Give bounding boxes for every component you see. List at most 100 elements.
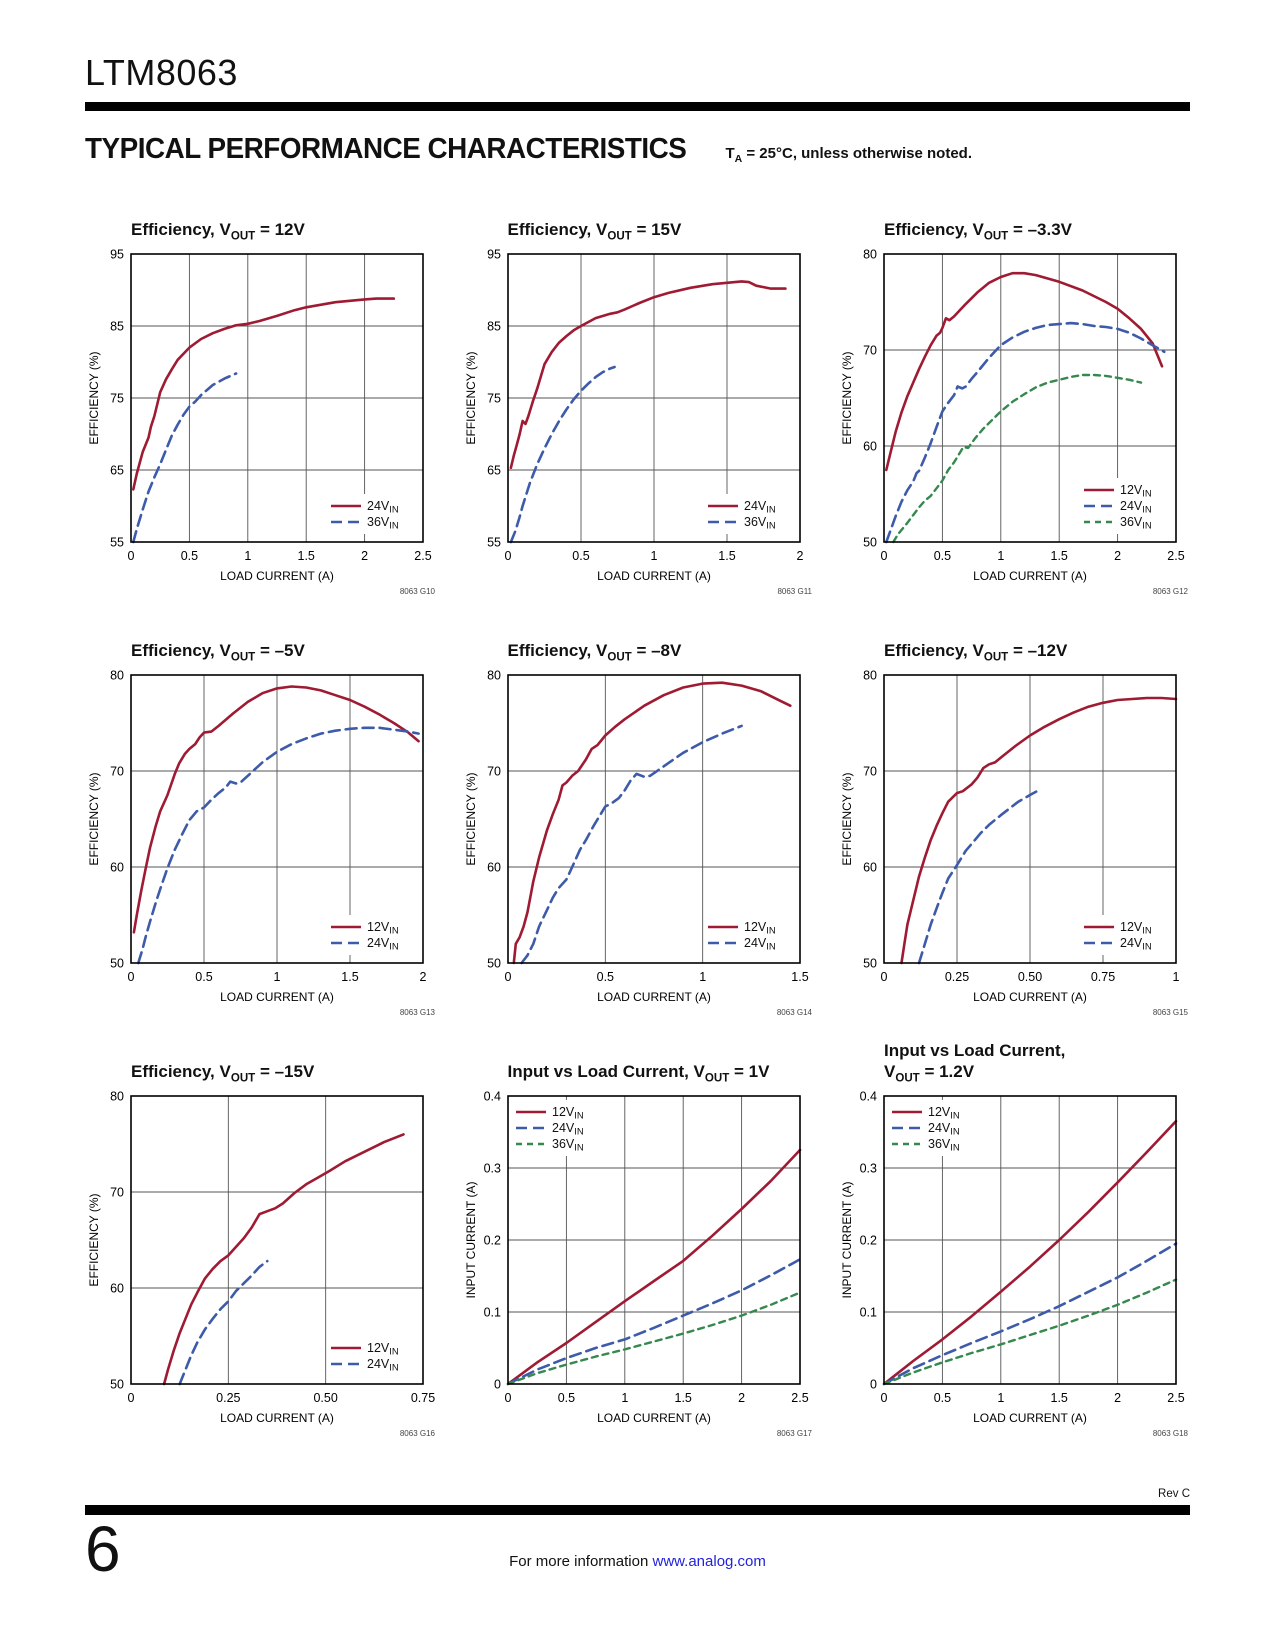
series-12VIN: [882, 1119, 1178, 1386]
graph-code: 8063 G15: [1153, 1008, 1189, 1017]
graph-code: 8063 G12: [1153, 587, 1189, 596]
ytick-label: 70: [110, 765, 124, 779]
xtick-label: 1.5: [341, 970, 358, 984]
plot-border: [130, 253, 424, 543]
series-36VIN: [506, 1291, 801, 1386]
xtick-label: 0.75: [1091, 970, 1115, 984]
analog-link[interactable]: www.analog.com: [652, 1553, 766, 1570]
xtick-label: 1.5: [1051, 549, 1068, 563]
chart-title-g10: Efficiency, VOUT = 12V: [131, 220, 305, 243]
xtick-label: 0: [504, 549, 511, 563]
graph-code: 8063 G13: [400, 1008, 436, 1017]
rev-label: Rev C: [1158, 1488, 1190, 1500]
xtick-label: 1: [650, 549, 657, 563]
series-24VIN: [917, 788, 1041, 965]
series-24VIN: [885, 321, 1166, 544]
footer-info-text: For more information: [509, 1553, 649, 1570]
x-axis-label: LOAD CURRENT (A): [597, 569, 711, 583]
plot-border: [506, 253, 801, 543]
xtick-label: 0.50: [313, 1391, 337, 1405]
series-36VIN: [882, 1278, 1178, 1386]
xtick-label: 0.5: [181, 549, 198, 563]
ytick-label: 0.1: [483, 1306, 500, 1320]
xtick-label: 2.5: [1167, 1391, 1184, 1405]
graph-code: 8063 G17: [776, 1429, 812, 1438]
charts-grid: Efficiency, VOUT = 12V 24VIN 36VIN 55 65 75 85…: [85, 196, 1190, 1449]
xtick-label: 0: [128, 1391, 135, 1405]
series-36VIN: [509, 365, 616, 544]
ytick-label: 65: [487, 464, 501, 478]
xtick-label: 0.5: [934, 1391, 951, 1405]
x-axis-label: LOAD CURRENT (A): [973, 990, 1087, 1004]
x-axis-label: LOAD CURRENT (A): [973, 569, 1087, 583]
xtick-label: 2: [796, 549, 803, 563]
plot-border: [506, 674, 801, 964]
chart-g15: Efficiency, VOUT = –12V 12VIN 24VIN 50 60 70 8…: [838, 617, 1190, 1028]
footer-rule: [85, 1505, 1190, 1515]
y-axis-label: EFFICIENCY (%): [87, 772, 101, 865]
plot-border: [883, 674, 1177, 964]
xtick-label: 2.5: [1167, 549, 1184, 563]
y-axis-label: INPUT CURRENT (A): [840, 1182, 854, 1299]
xtick-label: 1.5: [718, 549, 735, 563]
ytick-label: 85: [110, 320, 124, 334]
xtick-label: 1.5: [298, 549, 315, 563]
xtick-label: 1: [1173, 970, 1180, 984]
series-24VIN: [519, 724, 743, 965]
ytick-label: 0.1: [860, 1306, 877, 1320]
y-axis-label: EFFICIENCY (%): [87, 351, 101, 444]
y-axis-label: EFFICIENCY (%): [464, 772, 478, 865]
xtick-label: 0: [128, 549, 135, 563]
xtick-label: 1: [997, 1391, 1004, 1405]
ytick-label: 60: [863, 861, 877, 875]
chart-g13: Efficiency, VOUT = –5V 12VIN 24VIN 50 60 70 80…: [85, 617, 437, 1028]
page-number: 6: [85, 1513, 121, 1585]
x-axis-label: LOAD CURRENT (A): [973, 1411, 1087, 1425]
ytick-label: 60: [487, 861, 501, 875]
legend-box: [329, 494, 421, 534]
y-axis-label: EFFICIENCY (%): [840, 351, 854, 444]
x-axis-label: LOAD CURRENT (A): [220, 1411, 334, 1425]
xtick-label: 1: [699, 970, 706, 984]
legend-box: [890, 1100, 982, 1156]
chart-title-g13: Efficiency, VOUT = –5V: [131, 641, 305, 664]
series-36VIN: [892, 373, 1143, 544]
x-axis-label: LOAD CURRENT (A): [220, 569, 334, 583]
ytick-label: 70: [863, 765, 877, 779]
xtick-label: 0.50: [1018, 970, 1042, 984]
xtick-label: 1: [274, 970, 281, 984]
ytick-label: 0.4: [483, 1090, 500, 1104]
chart-title-g14: Efficiency, VOUT = –8V: [507, 641, 682, 664]
ytick-label: 0.3: [860, 1162, 877, 1176]
chart-g17: Input vs Load Current, VOUT = 1V 12VIN 24V…: [462, 1038, 814, 1449]
header-rule: [85, 102, 1190, 111]
y-axis-label: EFFICIENCY (%): [464, 351, 478, 444]
xtick-label: 0: [504, 970, 511, 984]
ytick-label: 70: [110, 1186, 124, 1200]
series-24VIN: [506, 1258, 801, 1386]
plot-border: [883, 1095, 1177, 1385]
plot-border: [506, 1095, 801, 1385]
ytick-label: 0: [494, 1378, 501, 1392]
footer-info: For more information www.analog.com: [85, 1553, 1190, 1570]
ytick-label: 0.2: [860, 1234, 877, 1248]
chart-title-g15: Efficiency, VOUT = –12V: [884, 641, 1068, 664]
legend-box: [329, 915, 421, 955]
x-axis-label: LOAD CURRENT (A): [597, 990, 711, 1004]
xtick-label: 2: [420, 970, 427, 984]
chart-g10: Efficiency, VOUT = 12V 24VIN 36VIN 55 65 75 85…: [85, 196, 437, 607]
note-sub: A: [734, 153, 743, 165]
ytick-label: 60: [110, 1282, 124, 1296]
series-12VIN: [511, 681, 792, 965]
chart-g11: Efficiency, VOUT = 15V 24VIN 36VIN 55 65 75 85…: [462, 196, 814, 607]
part-number: LTM8063: [85, 52, 238, 93]
